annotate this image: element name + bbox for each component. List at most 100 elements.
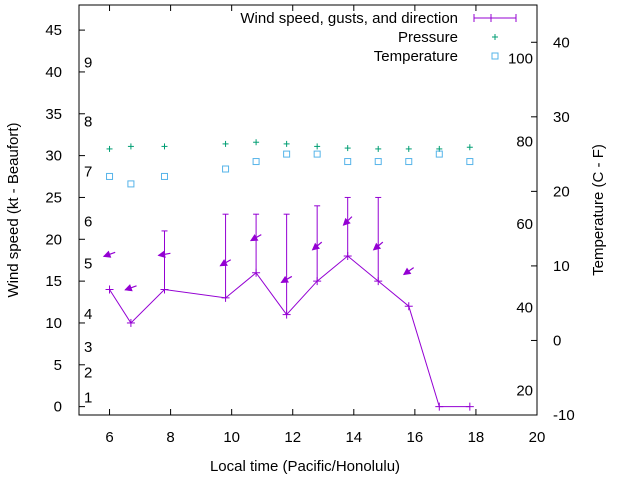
y-left-tick-label: 40 xyxy=(45,64,62,81)
y-right-tick-label: 0 xyxy=(553,332,561,349)
temperature-point xyxy=(252,158,260,166)
x-tick-label: 18 xyxy=(468,429,485,446)
arrow-head xyxy=(280,275,289,284)
pressure-point xyxy=(127,143,134,150)
wind-speed-line xyxy=(109,255,470,408)
temperature-point xyxy=(405,158,413,166)
wind-direction-arrow xyxy=(402,267,415,276)
pressure-point xyxy=(314,143,321,150)
arrow-head xyxy=(102,250,112,258)
pressure-point xyxy=(466,144,473,151)
x-tick-label: 14 xyxy=(345,429,362,446)
wind-direction-arrow xyxy=(249,234,262,242)
legend: Wind speed, gusts, and direction Pressur… xyxy=(240,10,517,65)
wind-direction-arrow xyxy=(124,284,137,292)
beaufort-label: 1 xyxy=(84,389,92,406)
y-right-tick-label: 10 xyxy=(553,258,570,275)
beaufort-label: 4 xyxy=(84,306,92,323)
y-axis-label-right: Temperature (C - F) xyxy=(590,144,607,276)
temperature-point xyxy=(160,172,168,180)
temperature-point xyxy=(344,158,352,166)
fahrenheit-label: 20 xyxy=(516,382,533,399)
beaufort-label: 9 xyxy=(84,55,92,72)
pressure-point xyxy=(222,140,229,147)
fahrenheit-label: 100 xyxy=(508,51,533,68)
y-left-tick-label: 20 xyxy=(45,231,62,248)
y-right-tick-label: 40 xyxy=(553,34,570,51)
pressure-point xyxy=(161,143,168,150)
x-tick-label: 20 xyxy=(529,429,546,446)
pressure-point xyxy=(253,139,260,146)
pressure-point xyxy=(106,145,113,152)
wind-point xyxy=(313,277,322,286)
legend-sample-temperature xyxy=(491,52,499,60)
beaufort-label: 3 xyxy=(84,339,92,356)
temperature-point xyxy=(106,172,114,180)
y-axis-label-left: Wind speed (kt - Beaufort) xyxy=(5,122,22,297)
arrow-head xyxy=(157,250,166,259)
wind-point xyxy=(282,310,291,319)
beaufort-label: 8 xyxy=(84,113,92,130)
wind-direction-arrow xyxy=(102,250,116,258)
wind-direction-arrow xyxy=(219,259,232,267)
wind-point xyxy=(126,318,135,327)
y-left-tick-label: 0 xyxy=(54,399,62,416)
wind-direction-arrow xyxy=(280,275,293,284)
y-right-tick-label: 20 xyxy=(553,183,570,200)
wind-point xyxy=(252,268,261,277)
legend-sample-wind xyxy=(473,14,517,22)
x-tick-label: 12 xyxy=(284,429,301,446)
y-left-tick-label: 35 xyxy=(45,106,62,123)
plot-marks xyxy=(102,139,474,411)
arrow-head xyxy=(219,259,228,267)
beaufort-label: 5 xyxy=(84,256,92,273)
wind-point xyxy=(404,302,413,311)
wind-direction-arrow xyxy=(372,241,384,251)
pressure-point xyxy=(344,145,351,152)
y-left-tick-label: 25 xyxy=(45,189,62,206)
pressure-point xyxy=(375,145,382,152)
x-tick-label: 8 xyxy=(166,429,174,446)
wind-point xyxy=(343,252,352,261)
fahrenheit-label: 40 xyxy=(516,300,533,317)
temperature-point xyxy=(313,150,321,158)
fahrenheit-label: 80 xyxy=(516,133,533,150)
y-left-tick-label: 10 xyxy=(45,315,62,332)
y-left-tick-label: 15 xyxy=(45,273,62,290)
y-right-tick-label: -10 xyxy=(553,407,575,424)
temperature-point xyxy=(435,150,443,158)
wind-point xyxy=(465,402,474,411)
y-left-tick-label: 5 xyxy=(54,357,62,374)
beaufort-label: 6 xyxy=(84,214,92,231)
wind-point xyxy=(105,285,114,294)
wind-direction-arrow xyxy=(311,241,323,251)
y-left-tick-label: 30 xyxy=(45,148,62,165)
x-tick-label: 6 xyxy=(105,429,113,446)
x-tick-label: 16 xyxy=(407,429,424,446)
plot-frame xyxy=(78,4,538,416)
temperature-point xyxy=(283,150,291,158)
legend-label-temperature: Temperature xyxy=(374,48,458,65)
pressure-point xyxy=(405,145,412,152)
x-tick-label: 10 xyxy=(223,429,240,446)
legend-label-wind: Wind speed, gusts, and direction xyxy=(240,10,458,27)
temperature-point xyxy=(374,158,382,166)
y-right-tick-label: 30 xyxy=(553,109,570,126)
legend-sample-pressure xyxy=(492,34,498,40)
x-axis-label: Local time (Pacific/Honolulu) xyxy=(210,458,400,475)
wind-point xyxy=(435,402,444,411)
temperature-point xyxy=(222,165,230,173)
pressure-point xyxy=(283,140,290,147)
y-left-tick-label: 45 xyxy=(45,22,62,39)
arrow-head xyxy=(249,234,259,242)
wind-direction-arrow xyxy=(157,250,171,259)
wind-point xyxy=(374,277,383,286)
arrow-head xyxy=(372,242,382,251)
temperature-point xyxy=(127,180,135,188)
arrow-head xyxy=(311,242,320,251)
axis-ticks: 6 8 10 12 14 16 18 20051015202530354045-1001020… xyxy=(45,5,575,446)
arrow-head xyxy=(402,267,412,276)
temperature-point xyxy=(466,158,474,166)
wind-point xyxy=(221,293,230,302)
